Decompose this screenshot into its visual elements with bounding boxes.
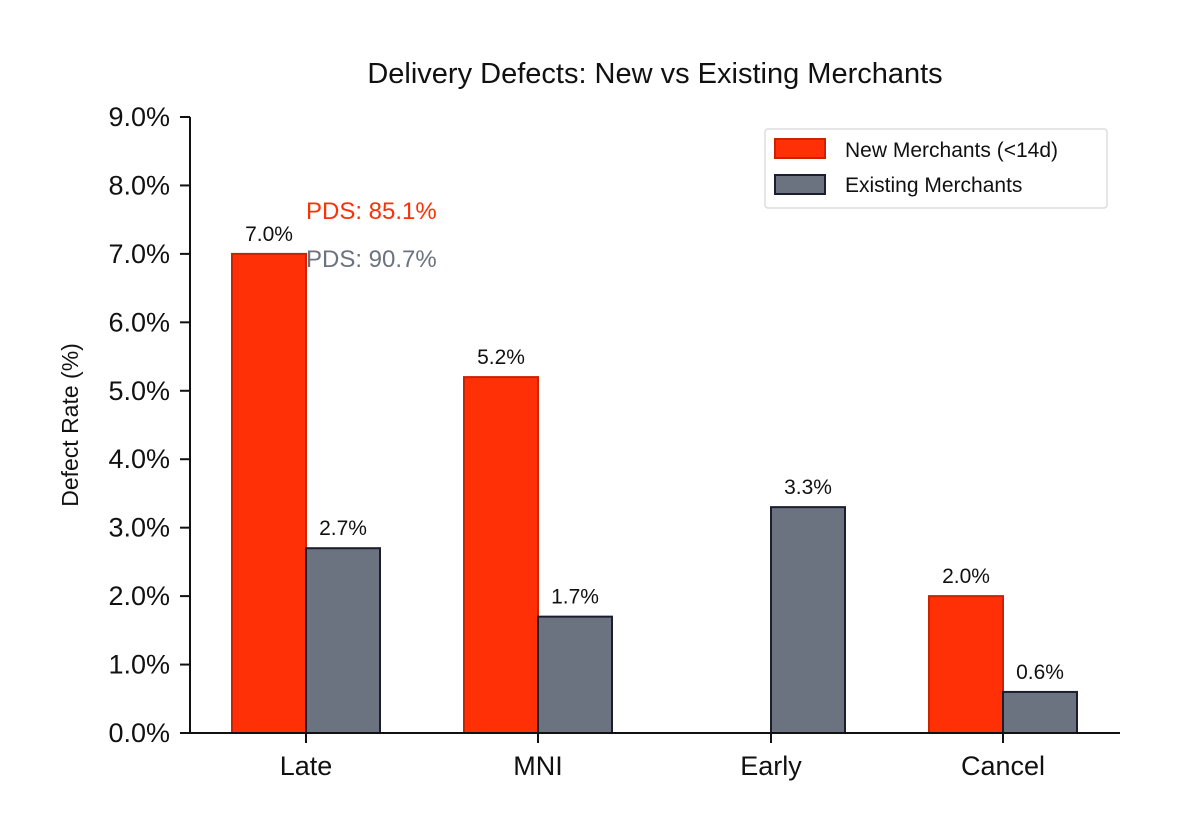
chart-title: Delivery Defects: New vs Existing Mercha… — [367, 58, 942, 90]
y-tick-label: 9.0% — [108, 102, 170, 132]
x-tick-label-late: Late — [280, 751, 333, 781]
x-tick-label-early: Early — [740, 751, 802, 781]
x-tick-label-cancel: Cancel — [961, 751, 1045, 781]
y-tick-label: 4.0% — [108, 444, 170, 474]
legend-swatch-existing-merchants — [774, 174, 826, 195]
data-label-existing-merchants-mni: 1.7% — [551, 586, 599, 609]
y-tick-label: 5.0% — [108, 376, 170, 406]
data-label-new-merchants-14d-mni: 5.2% — [477, 346, 525, 369]
data-label-existing-merchants-cancel: 0.6% — [1016, 661, 1064, 684]
bar-existing-merchants-cancel — [1002, 690, 1078, 735]
y-axis-label: Defect Rate (%) — [57, 343, 83, 507]
x-ticks-group: Late MNI Early Cancel — [280, 733, 1045, 781]
y-tick-label: 1.0% — [108, 650, 170, 680]
bars-group — [231, 252, 1078, 735]
pds-annotation-new: PDS: 85.1% — [306, 198, 437, 225]
y-tick-label: 0.0% — [108, 718, 170, 748]
legend-frame — [764, 128, 1108, 209]
bar-new-merchants-14d-late — [231, 252, 307, 734]
bar-new-merchants-14d-mni — [463, 376, 539, 734]
legend-label-new-merchants: New Merchants (<14d) — [845, 139, 1058, 162]
x-tick-label-mni: MNI — [513, 751, 563, 781]
y-tick-label: 2.0% — [108, 581, 170, 611]
y-ticks-group: 0.0% 1.0% 2.0% 3.0% 4.0% 5.0% 6.0% 7.0% 8.0% 9.0% — [108, 102, 190, 748]
y-tick-label: 6.0% — [108, 307, 170, 337]
data-label-new-merchants-14d-cancel: 2.0% — [942, 565, 990, 588]
data-label-existing-merchants-early: 3.3% — [784, 476, 832, 499]
bar-existing-merchants-mni — [537, 615, 613, 735]
legend-label-existing-merchants: Existing Merchants — [845, 174, 1022, 197]
y-tick-label: 3.0% — [108, 513, 170, 543]
bar-new-merchants-14d-cancel — [928, 595, 1004, 734]
pds-annotation-existing: PDS: 90.7% — [306, 246, 437, 273]
data-label-existing-merchants-late: 2.7% — [319, 517, 367, 540]
y-tick-label: 8.0% — [108, 170, 170, 200]
bar-existing-merchants-early — [770, 506, 846, 734]
legend-swatch-new-merchants — [774, 138, 826, 159]
y-tick-label: 7.0% — [108, 239, 170, 269]
data-labels-group: 7.0% 5.2% 2.0% 2.7% 1.7% 3.3% 0.6% — [245, 223, 1064, 684]
legend: New Merchants (<14d) Existing Merchants — [764, 128, 1108, 209]
bar-existing-merchants-late — [305, 547, 381, 735]
data-label-new-merchants-14d-late: 7.0% — [245, 223, 293, 246]
